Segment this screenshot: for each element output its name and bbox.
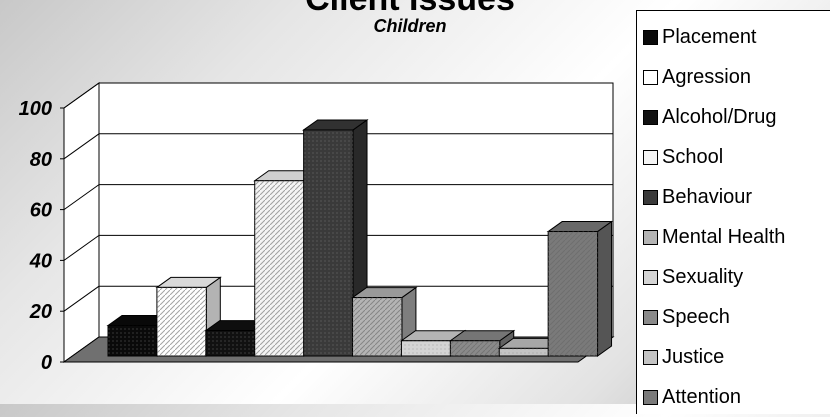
chart-legend: Placement Agression Alcohol/Drug School Beha… (636, 10, 830, 414)
y-tick-label: 40 (29, 250, 52, 272)
legend-label: Behaviour (662, 185, 753, 208)
y-tick-label: 100 (19, 98, 52, 120)
legend-label: School (662, 145, 724, 168)
legend-swatch (643, 309, 658, 325)
gridline-depth (63, 82, 100, 109)
legend-item-behaviour: Behaviour (643, 177, 830, 217)
gridline-depth (63, 184, 100, 211)
legend-label: Mental Health (662, 225, 786, 248)
bar-texture-alcohol-drug (205, 330, 256, 356)
legend-swatch (643, 389, 658, 405)
legend-swatch (643, 69, 658, 85)
chart-subtitle: Children (373, 16, 447, 36)
bar-texture-attention (548, 231, 598, 356)
legend-item-attention: Attention (643, 377, 830, 417)
legend-item-agression: Agression (643, 57, 830, 97)
legend-swatch (643, 229, 658, 245)
chart-title: Client Issues (260, 0, 560, 19)
legend-swatch (643, 189, 658, 205)
legend-item-school: School (643, 137, 830, 177)
legend-swatch (643, 149, 658, 165)
bar-texture-justice (499, 348, 549, 356)
bar-texture-placement (108, 325, 158, 356)
bar-texture-agression (156, 287, 207, 356)
y-tick-label: 80 (30, 149, 52, 171)
y-tick-label: 60 (30, 200, 52, 222)
bar-texture-school (254, 180, 305, 356)
legend-item-placement: Placement (643, 17, 830, 57)
legend-label: Alcohol/Drug (662, 105, 777, 128)
side-wall (63, 82, 100, 363)
y-tick-label: 20 (29, 301, 52, 323)
legend-item-sexuality: Sexuality (643, 257, 830, 297)
legend-label: Speech (662, 305, 730, 328)
legend-swatch (643, 29, 658, 45)
chart-plot: 0 20 40 60 80 100 (19, 82, 615, 374)
legend-swatch (643, 269, 658, 285)
legend-item-speech: Speech (643, 297, 830, 337)
legend-swatch (643, 109, 658, 125)
legend-item-justice: Justice (643, 337, 830, 377)
gridline-depth (63, 133, 100, 160)
bar-side-attention (597, 220, 613, 357)
legend-item-alcohol-drug: Alcohol/Drug (643, 97, 830, 137)
legend-label: Sexuality (662, 265, 744, 288)
legend-item-mental-health: Mental Health (643, 217, 830, 257)
legend-label: Attention (662, 385, 741, 408)
legend-label: Agression (662, 65, 751, 88)
bar-texture-speech (450, 340, 500, 356)
bar-texture-mental-health (352, 297, 402, 356)
legend-label: Justice (662, 345, 725, 368)
bar-texture-behaviour (303, 129, 354, 356)
legend-label: Placement (662, 25, 757, 48)
bar-texture-sexuality (401, 340, 451, 356)
y-tick-label: 0 (41, 352, 52, 374)
gridline-depth (63, 285, 100, 312)
legend-swatch (643, 349, 658, 365)
gridline-depth (63, 234, 100, 261)
